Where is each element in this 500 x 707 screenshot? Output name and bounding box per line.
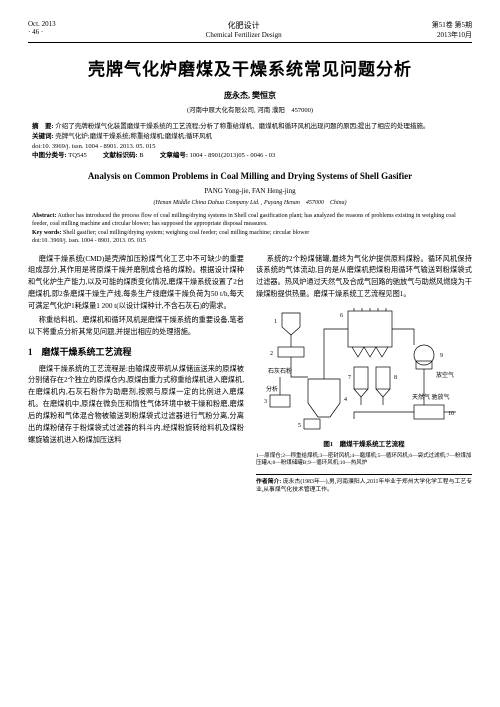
journal-en: Chemical Fertilizer Design bbox=[56, 31, 432, 39]
classno: TQ545 bbox=[68, 152, 86, 159]
fig-label-6: 6 bbox=[340, 313, 343, 319]
keywords-en-row: Key words: Shell gasifier; coal milling/… bbox=[32, 229, 468, 237]
footnote-label: 作者简介: bbox=[256, 479, 281, 485]
fig-text-gas: 天然气 驰放气 bbox=[412, 393, 450, 401]
keywords-cn-row: 关键词: 壳牌气化炉;磨煤干燥系统;称重给煤机;磨煤机;循环风机 bbox=[32, 132, 468, 142]
classification-row: 中图分类号: TQ545 文献标识码: B 文章编号: 1004 - 8901(… bbox=[32, 151, 468, 161]
fig-label-10: 10 bbox=[448, 411, 454, 417]
fig-label-2: 2 bbox=[270, 351, 273, 357]
affil-en: (Henan Middle China Dahua Company Ltd. ,… bbox=[28, 197, 472, 206]
abstract-cn: 摘 要: 介绍了壳牌粉煤气化装置磨煤干燥系统的工艺流程;分析了称重给煤机、磨煤机… bbox=[32, 122, 468, 161]
abstract-en: Abstract: Author has introduced the proc… bbox=[32, 212, 468, 246]
para-2: 称重给料机、磨煤机和循环风机是磨煤干燥系统的重要设备,笔者以下将重点分析其常见问… bbox=[28, 315, 244, 339]
articleid-label: 文章编号: bbox=[160, 152, 188, 159]
fig-label-3: 3 bbox=[264, 399, 267, 405]
doi-en: doi:10. 3969/j. issn. 1004 - 8901. 2013.… bbox=[32, 237, 468, 245]
header-center: 化肥设计 Chemical Fertilizer Design bbox=[56, 20, 432, 39]
column-left: 磨煤干燥系统(CMD)是壳牌加压粉煤气化工艺中不可缺少的重要组成部分,其作用是将… bbox=[28, 254, 244, 495]
figure-1-legend: 1—原煤仓;2—称重给煤机;3—密封风机;4—磨煤机;5—循环风机;6—袋式过滤… bbox=[256, 453, 472, 468]
keywords-label-en: Key words: bbox=[32, 230, 62, 236]
fig-label-1: 1 bbox=[274, 319, 277, 325]
header-right: 第51卷 第5期 2013年10月 bbox=[432, 20, 472, 40]
author-footnote: 作者简介: 庞永杰(1983年—),男,河南濮阳人,2011年毕业于郑州大学化学… bbox=[256, 474, 472, 494]
abstract-text-en: Author has introduced the process flow o… bbox=[32, 213, 456, 227]
fig-label-9: 9 bbox=[440, 353, 443, 359]
affil-cn: (河南中原大化有限公司, 河南 濮阳 457000) bbox=[28, 104, 472, 114]
title-cn: 壳牌气化炉磨煤及干燥系统常见问题分析 bbox=[28, 55, 472, 80]
fig-label-5: 5 bbox=[298, 423, 301, 429]
doccode-label: 文献标识码: bbox=[103, 152, 138, 159]
page-number: · 46 · bbox=[28, 28, 56, 36]
section-1-title: 1 磨煤干燥系统工艺流程 bbox=[28, 345, 244, 360]
articleid: 1004 - 8901(2013)05 - 0046 - 03 bbox=[190, 152, 276, 159]
abstract-cn-row1: 摘 要: 介绍了壳牌粉煤气化装置磨煤干燥系统的工艺流程;分析了称重给煤机、磨煤机… bbox=[32, 122, 468, 132]
footnote-text: 庞永杰(1983年—),男,河南濮阳人,2011年毕业于郑州大学化学工程与工艺专… bbox=[256, 479, 472, 493]
abstract-en-row1: Abstract: Author has introduced the proc… bbox=[32, 212, 468, 229]
fig-label-8: 8 bbox=[394, 375, 397, 381]
vol-issue: 第51卷 第5期 bbox=[432, 20, 472, 30]
date-cn: 2013年10月 bbox=[432, 30, 472, 40]
authors-en: PANG Yong-jie, FAN Heng-jing bbox=[28, 187, 472, 195]
abstract-label-cn: 摘 要: bbox=[32, 123, 54, 130]
header-left: Oct. 2013 · 46 · bbox=[28, 20, 56, 36]
para-1: 磨煤干燥系统(CMD)是壳牌加压粉煤气化工艺中不可缺少的重要组成部分,其作用是将… bbox=[28, 254, 244, 313]
journal-cn: 化肥设计 bbox=[56, 20, 432, 31]
authors-cn: 庞永杰, 樊恒京 bbox=[28, 90, 472, 101]
para-4: 系统的2个粉煤储罐,最终为气化炉提供原料煤粉。循环风机保持该系统的气体流动,目的… bbox=[256, 254, 472, 302]
keywords-text-en: Shell gasifier; coal milling/drying syst… bbox=[63, 230, 309, 236]
classno-label: 中图分类号: bbox=[32, 152, 67, 159]
keywords-label-cn: 关键词: bbox=[32, 133, 54, 140]
process-flow-diagram: 1 2 3 4 5 6 7 8 9 10 放空气 天然气 驰放气 石灰石粉 分析 bbox=[264, 307, 464, 437]
fig-text-analysis: 分析 bbox=[266, 385, 278, 393]
title-en: Analysis on Common Problems in Coal Mill… bbox=[28, 171, 472, 181]
doi-cn: doi:10. 3969/j. issn. 1004 - 8901. 2013.… bbox=[32, 142, 468, 152]
abstract-label-en: Abstract: bbox=[32, 213, 56, 219]
para-3: 磨煤干燥系统的工艺流程是:由输煤皮带机从煤储运送来的原煤被分别储存在2个独立的原… bbox=[28, 364, 244, 447]
body-columns: 磨煤干燥系统(CMD)是壳牌加压粉煤气化工艺中不可缺少的重要组成部分,其作用是将… bbox=[28, 254, 472, 495]
page-header: Oct. 2013 · 46 · 化肥设计 Chemical Fertilize… bbox=[28, 20, 472, 43]
fig-label-4: 4 bbox=[344, 397, 347, 403]
fig-label-7: 7 bbox=[348, 375, 351, 381]
figure-1-caption: 图1 磨煤干燥系统工艺流程 bbox=[256, 440, 472, 451]
figure-1: 1 2 3 4 5 6 7 8 9 10 放空气 天然气 驰放气 石灰石粉 分析… bbox=[256, 307, 472, 468]
abstract-text-cn: 介绍了壳牌粉煤气化装置磨煤干燥系统的工艺流程;分析了称重给煤机、磨煤机和循环风机… bbox=[55, 123, 429, 130]
fig-text-vent: 放空气 bbox=[436, 371, 454, 379]
keywords-text-cn: 壳牌气化炉;磨煤干燥系统;称重给煤机;磨煤机;循环风机 bbox=[55, 133, 212, 140]
fig-text-lime: 石灰石粉 bbox=[268, 367, 292, 375]
date-en: Oct. 2013 bbox=[28, 20, 56, 28]
column-right: 系统的2个粉煤储罐,最终为气化炉提供原料煤粉。循环风机保持该系统的气体流动,目的… bbox=[256, 254, 472, 495]
doccode: B bbox=[139, 152, 143, 159]
